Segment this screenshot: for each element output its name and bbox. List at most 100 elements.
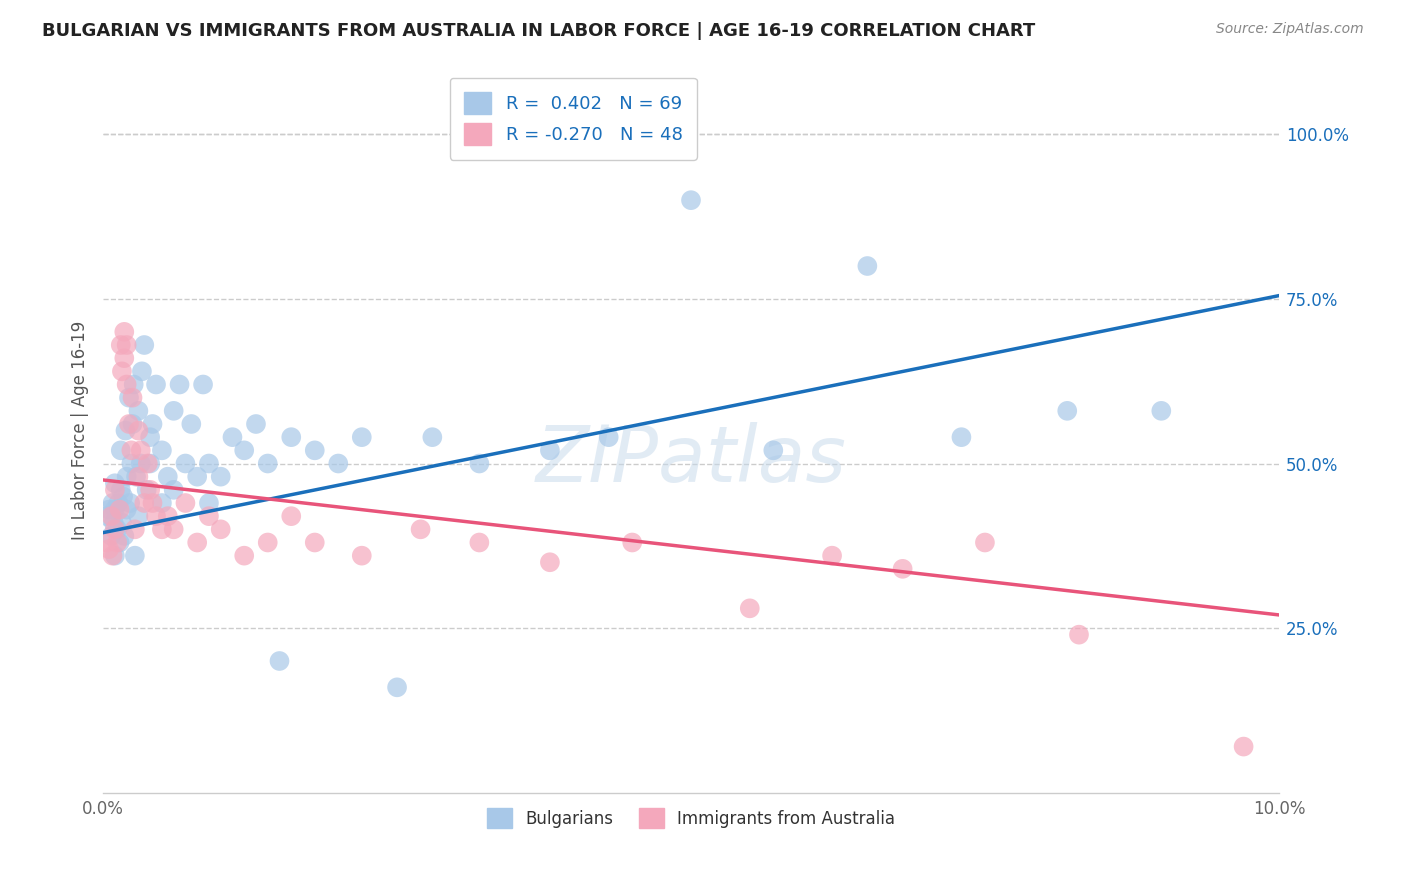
Point	[538, 555, 561, 569]
Point	[1067, 628, 1090, 642]
Point	[174, 496, 197, 510]
Point	[104, 476, 127, 491]
Point	[233, 443, 256, 458]
Point	[104, 483, 127, 497]
Point	[856, 259, 879, 273]
Point	[134, 338, 156, 352]
Point	[115, 377, 138, 392]
Point	[101, 496, 124, 510]
Point	[101, 549, 124, 563]
Point	[163, 483, 186, 497]
Point	[950, 430, 973, 444]
Point	[145, 377, 167, 392]
Point	[598, 430, 620, 444]
Point	[762, 443, 785, 458]
Point	[163, 522, 186, 536]
Point	[122, 377, 145, 392]
Point	[409, 522, 432, 536]
Point	[108, 535, 131, 549]
Point	[108, 502, 131, 516]
Point	[96, 535, 118, 549]
Point	[174, 457, 197, 471]
Point	[136, 457, 159, 471]
Point	[139, 483, 162, 497]
Point	[304, 443, 326, 458]
Point	[821, 549, 844, 563]
Point	[156, 509, 179, 524]
Point	[127, 404, 149, 418]
Point	[98, 542, 121, 557]
Point	[112, 325, 135, 339]
Point	[269, 654, 291, 668]
Point	[115, 469, 138, 483]
Point	[738, 601, 761, 615]
Point	[107, 496, 129, 510]
Point	[141, 417, 163, 431]
Point	[156, 469, 179, 483]
Point	[145, 509, 167, 524]
Point	[120, 443, 142, 458]
Point	[256, 457, 278, 471]
Point	[118, 391, 141, 405]
Point	[1056, 404, 1078, 418]
Point	[169, 377, 191, 392]
Point	[1232, 739, 1254, 754]
Point	[245, 417, 267, 431]
Point	[198, 457, 221, 471]
Point	[127, 424, 149, 438]
Point	[198, 509, 221, 524]
Point	[256, 535, 278, 549]
Point	[233, 549, 256, 563]
Point	[100, 529, 122, 543]
Point	[121, 391, 143, 405]
Point	[111, 516, 134, 530]
Point	[191, 377, 214, 392]
Point	[221, 430, 243, 444]
Point	[350, 549, 373, 563]
Point	[180, 417, 202, 431]
Point	[112, 490, 135, 504]
Point	[104, 522, 127, 536]
Point	[134, 496, 156, 510]
Point	[209, 469, 232, 483]
Point	[111, 364, 134, 378]
Point	[118, 417, 141, 431]
Point	[163, 404, 186, 418]
Point	[139, 457, 162, 471]
Point	[121, 417, 143, 431]
Point	[112, 351, 135, 366]
Point	[114, 424, 136, 438]
Point	[105, 535, 128, 549]
Text: ZIPatlas: ZIPatlas	[536, 422, 846, 498]
Point	[328, 457, 350, 471]
Point	[127, 509, 149, 524]
Point	[974, 535, 997, 549]
Point	[150, 443, 173, 458]
Point	[135, 483, 157, 497]
Point	[538, 443, 561, 458]
Point	[420, 430, 443, 444]
Point	[115, 502, 138, 516]
Point	[468, 457, 491, 471]
Point	[104, 549, 127, 563]
Y-axis label: In Labor Force | Age 16-19: In Labor Force | Age 16-19	[72, 321, 89, 541]
Point	[304, 535, 326, 549]
Point	[150, 522, 173, 536]
Text: Source: ZipAtlas.com: Source: ZipAtlas.com	[1216, 22, 1364, 37]
Legend: Bulgarians, Immigrants from Australia: Bulgarians, Immigrants from Australia	[481, 801, 901, 835]
Point	[198, 496, 221, 510]
Point	[100, 509, 122, 524]
Point	[150, 496, 173, 510]
Point	[385, 681, 408, 695]
Point	[139, 430, 162, 444]
Point	[110, 483, 132, 497]
Point	[141, 496, 163, 510]
Point	[96, 509, 118, 524]
Point	[131, 364, 153, 378]
Point	[621, 535, 644, 549]
Point	[1150, 404, 1173, 418]
Point	[127, 469, 149, 483]
Point	[104, 502, 127, 516]
Point	[115, 338, 138, 352]
Point	[124, 522, 146, 536]
